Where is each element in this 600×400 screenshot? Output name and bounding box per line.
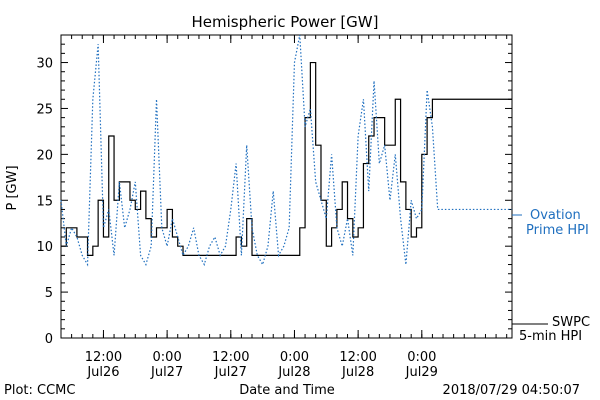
y-tick-label: 15 xyxy=(36,194,53,209)
legend-ovation-line2: Prime HPI xyxy=(526,223,589,238)
legend-ovation: Ovation Prime HPI xyxy=(512,208,589,238)
chart-series xyxy=(60,34,512,267)
x-tick-time-label: 12:00 xyxy=(212,350,249,365)
x-tick-date-label: Jul29 xyxy=(405,365,438,380)
x-tick-date-label: Jul28 xyxy=(341,365,374,380)
series-ovation-line xyxy=(60,34,512,267)
x-tick-date-label: Jul26 xyxy=(86,365,119,380)
y-axis-ticks: 0 5 10 15 20 25 30 xyxy=(36,43,512,347)
x-tick-time-label: 0:00 xyxy=(153,350,182,365)
legend-ovation-line1: Ovation xyxy=(530,208,581,223)
x-axis-ticks: 12:00Jul260:00Jul2712:00Jul270:00Jul2812… xyxy=(60,35,508,380)
y-tick-label: 10 xyxy=(36,240,53,255)
x-tick-time-label: 12:00 xyxy=(339,350,376,365)
plot-frame xyxy=(60,34,513,339)
footer-plot-credit: Plot: CCMC xyxy=(4,383,75,398)
legend-swpc-line1: SWPC xyxy=(552,315,590,330)
plot-axes xyxy=(60,34,513,339)
footer-timestamp: 2018/07/29 04:50:07 xyxy=(443,383,580,398)
series-swpc-line xyxy=(61,61,512,256)
legend-swpc-line2: 5-min HPI xyxy=(519,329,582,344)
x-tick-date-label: Jul27 xyxy=(214,365,247,380)
y-tick-label: 20 xyxy=(36,148,53,163)
y-tick-label: 5 xyxy=(45,286,53,301)
chart-title: Hemispheric Power [GW] xyxy=(192,13,379,31)
y-tick-label: 0 xyxy=(45,332,53,347)
x-tick-time-label: 0:00 xyxy=(280,350,309,365)
y-axis-label: P [GW] xyxy=(5,165,20,210)
x-tick-time-label: 0:00 xyxy=(407,350,436,365)
x-tick-date-label: Jul28 xyxy=(277,365,310,380)
y-tick-label: 25 xyxy=(36,102,53,117)
x-tick-time-label: 12:00 xyxy=(85,350,122,365)
x-tick-date-label: Jul27 xyxy=(150,365,183,380)
legend-swpc: SWPC 5-min HPI xyxy=(512,315,590,344)
y-tick-label: 30 xyxy=(36,57,53,72)
x-axis-label: Date and Time xyxy=(239,383,335,398)
